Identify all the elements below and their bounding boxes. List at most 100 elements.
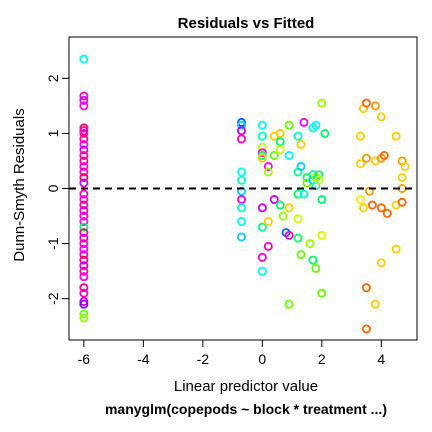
- data-point: [376, 112, 386, 122]
- data-point: [275, 137, 285, 147]
- chart-title: Residuals vs Fitted: [178, 15, 315, 32]
- data-point: [237, 203, 247, 213]
- data-point: [284, 203, 294, 213]
- y-tick-label: -2: [45, 292, 61, 305]
- data-point: [400, 161, 410, 171]
- y-tick-label: 0: [45, 184, 61, 192]
- data-point: [299, 189, 309, 199]
- data-point: [293, 189, 303, 199]
- data-point: [257, 150, 267, 160]
- data-point: [299, 117, 309, 127]
- data-point: [361, 98, 371, 108]
- data-point: [370, 101, 380, 111]
- data-point: [269, 195, 279, 205]
- data-point: [79, 156, 89, 166]
- data-point: [79, 91, 89, 101]
- data-point: [79, 161, 89, 171]
- data-point: [79, 283, 89, 293]
- data-point: [275, 200, 285, 210]
- data-point: [257, 148, 267, 158]
- data-point: [263, 217, 273, 227]
- data-point: [263, 161, 273, 171]
- data-point: [79, 95, 89, 105]
- data-point: [79, 195, 89, 205]
- data-point: [79, 101, 89, 111]
- data-point: [391, 244, 401, 254]
- data-point: [284, 299, 294, 309]
- data-point: [237, 217, 247, 227]
- data-point: [237, 134, 247, 144]
- data-point: [237, 117, 247, 127]
- data-point: [355, 195, 365, 205]
- data-point: [237, 126, 247, 136]
- data-point: [314, 170, 324, 180]
- x-tick-label: 0: [258, 351, 266, 367]
- data-point: [79, 261, 89, 271]
- data-point: [391, 131, 401, 141]
- x-axis: -6 -4 -2 0 2 4: [78, 340, 385, 367]
- data-point: [358, 203, 368, 213]
- data-point: [237, 232, 247, 242]
- data-point: [367, 200, 377, 210]
- data-point: [79, 172, 89, 182]
- y-tick-label: 1: [45, 129, 61, 137]
- data-point: [79, 239, 89, 249]
- data-point: [79, 266, 89, 276]
- data-point: [284, 150, 294, 160]
- x-tick-label: -6: [78, 351, 91, 367]
- data-point: [79, 128, 89, 138]
- x-axis-label: Linear predictor value: [174, 378, 318, 395]
- data-point: [79, 126, 89, 136]
- model-formula-label: manyglm(copepods ~ block * treatment ...…: [105, 401, 387, 417]
- data-point: [79, 313, 89, 323]
- data-point: [355, 159, 365, 169]
- data-point: [79, 272, 89, 282]
- data-point: [382, 208, 392, 218]
- data-point: [293, 233, 303, 243]
- data-point: [79, 309, 89, 319]
- data-point: [79, 244, 89, 254]
- data-point: [79, 145, 89, 155]
- data-point: [317, 230, 327, 240]
- data-point: [311, 120, 321, 130]
- data-point: [278, 211, 288, 221]
- x-tick-label: 2: [318, 351, 326, 367]
- data-point: [320, 128, 330, 138]
- data-point: [275, 128, 285, 138]
- data-point: [257, 266, 267, 276]
- data-point: [397, 197, 407, 207]
- data-point: [370, 299, 380, 309]
- data-point: [79, 255, 89, 265]
- data-point: [314, 175, 324, 185]
- data-point: [79, 206, 89, 216]
- data-point: [293, 214, 303, 224]
- data-point: [284, 230, 294, 240]
- data-point: [257, 222, 267, 232]
- data-point: [361, 153, 371, 163]
- data-point: [79, 167, 89, 177]
- data-point: [237, 195, 247, 205]
- data-point: [376, 203, 386, 213]
- data-point: [79, 250, 89, 260]
- y-axis: -2 -1 0 1 2: [45, 74, 69, 305]
- data-point: [79, 228, 89, 238]
- data-point: [79, 222, 89, 232]
- data-point: [79, 233, 89, 243]
- data-point: [284, 120, 294, 130]
- data-point: [237, 120, 247, 130]
- data-point: [257, 131, 267, 141]
- data-point: [296, 139, 306, 149]
- data-point: [79, 123, 89, 133]
- x-tick-label: -2: [197, 351, 210, 367]
- data-point: [317, 98, 327, 108]
- data-point: [79, 134, 89, 144]
- points-layer: [79, 54, 410, 334]
- data-point: [257, 203, 267, 213]
- data-point: [79, 54, 89, 64]
- data-point: [257, 252, 267, 262]
- data-point: [237, 175, 247, 185]
- data-point: [308, 255, 318, 265]
- data-point: [263, 167, 273, 177]
- data-point: [275, 145, 285, 155]
